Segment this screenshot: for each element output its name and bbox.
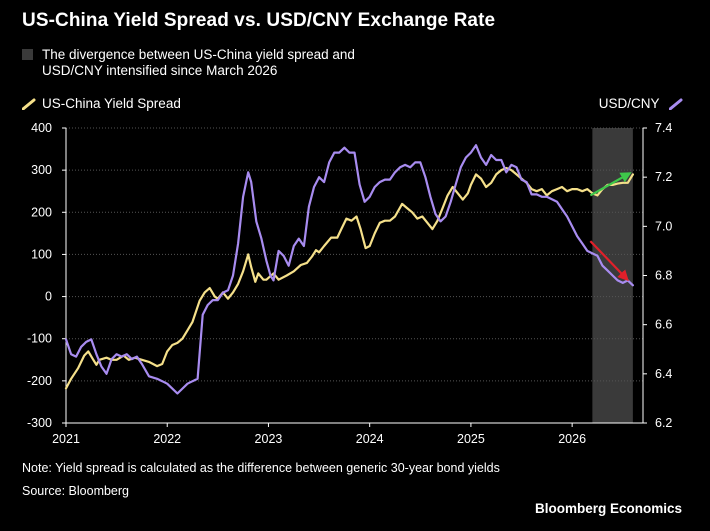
red-down-arrow-icon	[589, 240, 629, 282]
usdcny-series-line	[64, 144, 634, 395]
y-left-tick-label: 300	[31, 163, 52, 177]
spread-line-icon	[22, 98, 36, 111]
x-tick-label: 2023	[255, 432, 283, 446]
x-tick-label: 2024	[356, 432, 384, 446]
legend-shade-label: The divergence between US-China yield sp…	[42, 47, 355, 78]
legend-spread-label: US-China Yield Spread	[42, 96, 181, 111]
legend-usdcny-label: USD/CNY	[598, 96, 660, 111]
y-left-tick-label: -300	[27, 416, 52, 430]
legend-spread: US-China Yield Spread	[22, 96, 181, 112]
shade-swatch-icon	[22, 49, 33, 60]
y-right-tick-label: 6.4	[655, 367, 672, 381]
y-right-tick-label: 6.6	[655, 318, 672, 332]
y-left-tick-label: 100	[31, 247, 52, 261]
chart-source: Source: Bloomberg	[22, 484, 130, 498]
x-tick-label: 2021	[52, 432, 80, 446]
y-right-tick-label: 7.4	[655, 121, 672, 135]
chart-note: Note: Yield spread is calculated as the …	[22, 461, 500, 475]
y-right-tick-label: 6.2	[655, 416, 672, 430]
usdcny-line-icon	[669, 98, 683, 111]
y-right-tick-label: 6.8	[655, 269, 672, 283]
green-up-arrow-icon	[589, 172, 632, 197]
y-right-tick-label: 7.0	[655, 219, 672, 233]
x-tick-label: 2026	[558, 432, 586, 446]
y-left-tick-label: 400	[31, 121, 52, 135]
chart-title: US-China Yield Spread vs. USD/CNY Exchan…	[22, 10, 496, 31]
y-left-tick-label: 0	[45, 290, 52, 304]
y-right-tick-label: 7.2	[655, 170, 672, 184]
brand-logo-text: Bloomberg Economics	[534, 501, 682, 516]
legend-usdcny: USD/CNY	[599, 96, 683, 111]
legend-shade: The divergence between US-China yield sp…	[22, 47, 382, 79]
y-left-tick-label: -100	[27, 332, 52, 346]
x-tick-label: 2022	[153, 432, 181, 446]
x-tick-label: 2025	[457, 432, 485, 446]
spread-series-line	[64, 166, 634, 390]
y-left-tick-label: 200	[31, 205, 52, 219]
y-left-tick-label: -200	[27, 374, 52, 388]
